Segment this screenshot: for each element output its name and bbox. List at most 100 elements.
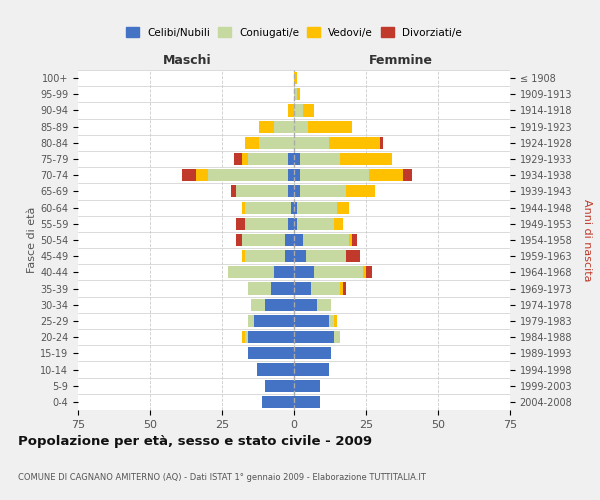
- Bar: [314, 266, 363, 278]
- Bar: [271, 282, 294, 294]
- Bar: [257, 364, 294, 376]
- Bar: [262, 396, 294, 408]
- Bar: [242, 153, 248, 165]
- Bar: [334, 315, 337, 327]
- Bar: [288, 218, 294, 230]
- Bar: [251, 298, 265, 311]
- Bar: [334, 218, 343, 230]
- Bar: [294, 298, 317, 311]
- Text: Femmine: Femmine: [368, 54, 433, 67]
- Bar: [297, 88, 300, 101]
- Bar: [236, 218, 245, 230]
- Bar: [230, 186, 236, 198]
- Legend: Celibi/Nubili, Coniugati/e, Vedovi/e, Divorziati/e: Celibi/Nubili, Coniugati/e, Vedovi/e, Di…: [123, 24, 465, 40]
- Bar: [294, 169, 300, 181]
- Bar: [286, 250, 294, 262]
- Bar: [300, 153, 340, 165]
- Bar: [294, 202, 297, 213]
- Bar: [288, 153, 294, 165]
- Bar: [305, 250, 346, 262]
- Bar: [288, 186, 294, 198]
- Bar: [242, 202, 245, 213]
- Bar: [233, 153, 242, 165]
- Bar: [343, 282, 346, 294]
- Bar: [288, 104, 294, 117]
- Bar: [242, 331, 245, 343]
- Bar: [228, 266, 274, 278]
- Bar: [294, 315, 329, 327]
- Bar: [369, 169, 403, 181]
- Bar: [349, 234, 352, 246]
- Bar: [329, 137, 380, 149]
- Bar: [236, 234, 242, 246]
- Bar: [297, 218, 334, 230]
- Bar: [302, 234, 349, 246]
- Bar: [245, 202, 291, 213]
- Bar: [302, 104, 314, 117]
- Bar: [245, 331, 248, 343]
- Bar: [294, 137, 329, 149]
- Bar: [300, 186, 346, 198]
- Bar: [248, 153, 288, 165]
- Bar: [274, 120, 294, 132]
- Bar: [208, 169, 288, 181]
- Bar: [248, 282, 271, 294]
- Bar: [294, 218, 297, 230]
- Bar: [340, 282, 343, 294]
- Bar: [236, 186, 288, 198]
- Bar: [366, 266, 372, 278]
- Bar: [337, 202, 349, 213]
- Bar: [294, 153, 300, 165]
- Bar: [291, 202, 294, 213]
- Y-axis label: Anni di nascita: Anni di nascita: [582, 198, 592, 281]
- Bar: [297, 202, 337, 213]
- Bar: [294, 120, 308, 132]
- Bar: [403, 169, 412, 181]
- Bar: [363, 266, 366, 278]
- Bar: [294, 396, 320, 408]
- Bar: [334, 331, 340, 343]
- Bar: [294, 104, 302, 117]
- Bar: [311, 282, 340, 294]
- Bar: [346, 186, 374, 198]
- Bar: [245, 218, 288, 230]
- Bar: [294, 364, 329, 376]
- Bar: [248, 315, 254, 327]
- Bar: [294, 380, 320, 392]
- Bar: [308, 120, 352, 132]
- Bar: [294, 250, 305, 262]
- Bar: [259, 120, 274, 132]
- Bar: [254, 315, 294, 327]
- Bar: [294, 282, 311, 294]
- Bar: [274, 266, 294, 278]
- Bar: [317, 298, 331, 311]
- Bar: [380, 137, 383, 149]
- Text: Maschi: Maschi: [163, 54, 212, 67]
- Bar: [294, 331, 334, 343]
- Bar: [352, 234, 358, 246]
- Text: COMUNE DI CAGNANO AMITERNO (AQ) - Dati ISTAT 1° gennaio 2009 - Elaborazione TUTT: COMUNE DI CAGNANO AMITERNO (AQ) - Dati I…: [18, 473, 426, 482]
- Bar: [182, 169, 196, 181]
- Bar: [242, 250, 245, 262]
- Bar: [294, 234, 302, 246]
- Text: Popolazione per età, sesso e stato civile - 2009: Popolazione per età, sesso e stato civil…: [18, 435, 372, 448]
- Bar: [329, 315, 334, 327]
- Bar: [242, 234, 286, 246]
- Bar: [294, 348, 331, 360]
- Bar: [259, 137, 294, 149]
- Bar: [196, 169, 208, 181]
- Y-axis label: Fasce di età: Fasce di età: [27, 207, 37, 273]
- Bar: [265, 380, 294, 392]
- Bar: [294, 72, 297, 84]
- Bar: [245, 137, 259, 149]
- Bar: [265, 298, 294, 311]
- Bar: [248, 348, 294, 360]
- Bar: [288, 169, 294, 181]
- Bar: [294, 186, 300, 198]
- Bar: [248, 331, 294, 343]
- Bar: [294, 88, 297, 101]
- Bar: [346, 250, 360, 262]
- Bar: [245, 250, 286, 262]
- Bar: [300, 169, 369, 181]
- Bar: [286, 234, 294, 246]
